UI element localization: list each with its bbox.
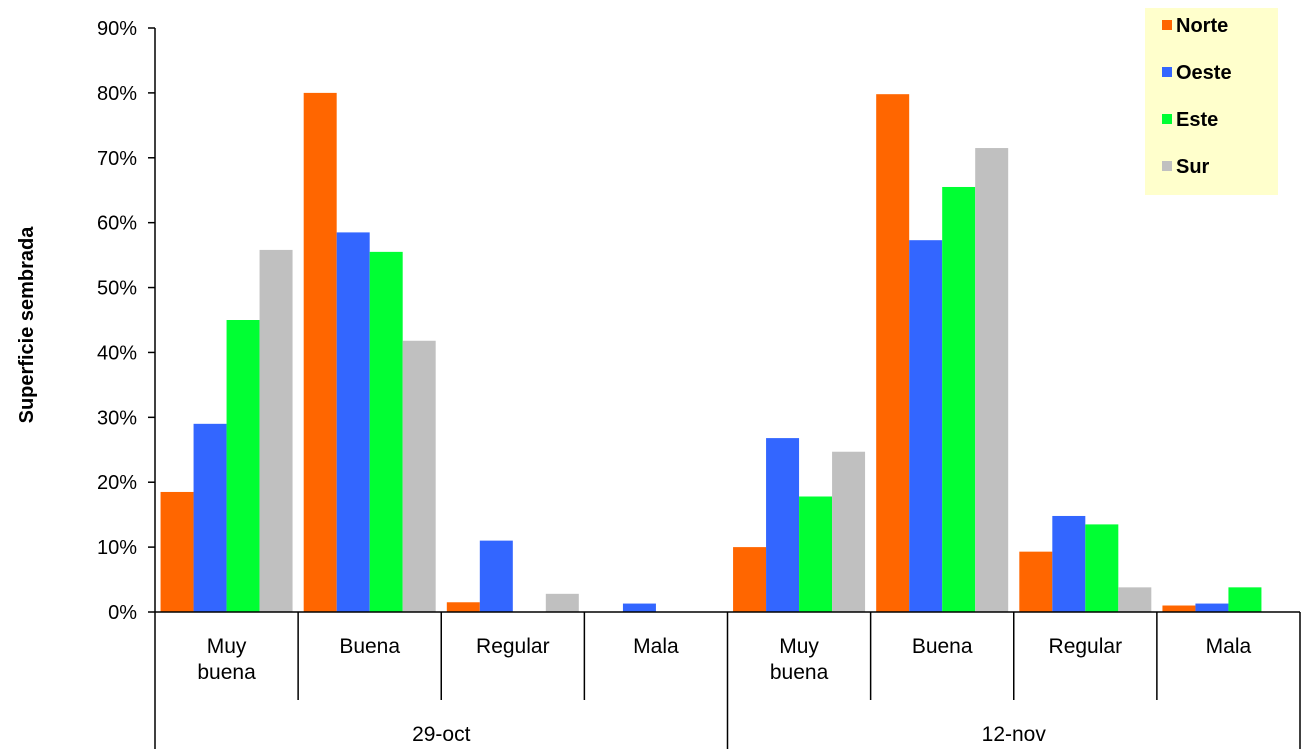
- y-tick-label: 70%: [97, 148, 137, 170]
- x-category-label: Regular: [476, 635, 550, 658]
- y-tick-label: 10%: [97, 537, 137, 559]
- x-axis: Muy buena Buena Regular Mala Muy buena Buena Reg…: [154, 611, 1301, 749]
- legend-label: Este: [1176, 109, 1218, 131]
- bar-norte: [733, 547, 767, 612]
- y-tick-label: 90%: [97, 18, 137, 40]
- bar-norte: [303, 92, 337, 612]
- bar-sur: [402, 340, 436, 612]
- y-tick-label: 0%: [108, 602, 137, 624]
- bar-sur: [975, 148, 1009, 613]
- bar-oeste: [622, 603, 656, 612]
- y-tick-label: 60%: [97, 213, 137, 235]
- bar-sur: [1118, 587, 1152, 612]
- bars: [160, 92, 1262, 613]
- x-group-label: 12-nov: [982, 723, 1047, 746]
- y-tick-label: 30%: [97, 407, 137, 429]
- bar-norte: [1162, 605, 1196, 612]
- bar-oeste: [909, 240, 943, 613]
- x-category-label: Mala: [633, 635, 679, 658]
- legend-swatch: [1162, 161, 1172, 171]
- bar-norte: [446, 602, 480, 612]
- x-group-label: 29-oct: [412, 723, 471, 746]
- bar-sur: [545, 593, 579, 612]
- y-tick-label: 80%: [97, 83, 137, 105]
- x-category-label: Mala: [1206, 635, 1252, 658]
- x-category-label: Buena: [339, 635, 400, 658]
- legend-label: Norte: [1176, 15, 1228, 37]
- bar-norte: [876, 94, 910, 613]
- bar-sur: [259, 249, 293, 613]
- bar-este: [1085, 524, 1119, 612]
- legend-label: Sur: [1176, 156, 1210, 178]
- legend-label: Oeste: [1176, 62, 1232, 84]
- bar-sur: [832, 451, 866, 612]
- bar-este: [799, 496, 833, 612]
- x-category-label: Muy buena: [770, 635, 829, 684]
- legend-swatch: [1162, 67, 1172, 77]
- y-tick-label: 20%: [97, 472, 137, 494]
- bar-este: [369, 251, 403, 612]
- bar-este: [1228, 587, 1262, 612]
- y-tick-label: 50%: [97, 278, 137, 300]
- y-axis-label: Superficie sembrada: [16, 226, 38, 424]
- legend-swatch: [1162, 20, 1172, 30]
- legend-swatch: [1162, 114, 1172, 124]
- x-category-label: Buena: [912, 635, 973, 658]
- bar-oeste: [336, 232, 370, 612]
- bar-oeste: [766, 438, 800, 612]
- bar-este: [942, 186, 976, 612]
- bar-oeste: [479, 540, 513, 612]
- bar-norte: [1019, 551, 1053, 612]
- bar-oeste: [193, 423, 227, 612]
- bar-oeste: [1052, 515, 1086, 612]
- y-axis: 0% 10% 20% 30% 40% 50% 60% 70% 80% 90%: [97, 18, 156, 624]
- x-category-label: Muy buena: [197, 635, 256, 684]
- y-tick-label: 40%: [97, 342, 137, 364]
- bar-oeste: [1195, 603, 1229, 612]
- legend: Norte Oeste Este Sur: [1145, 8, 1278, 195]
- x-category-label: Regular: [1049, 635, 1123, 658]
- bar-norte: [160, 491, 194, 612]
- bar-este: [226, 320, 260, 612]
